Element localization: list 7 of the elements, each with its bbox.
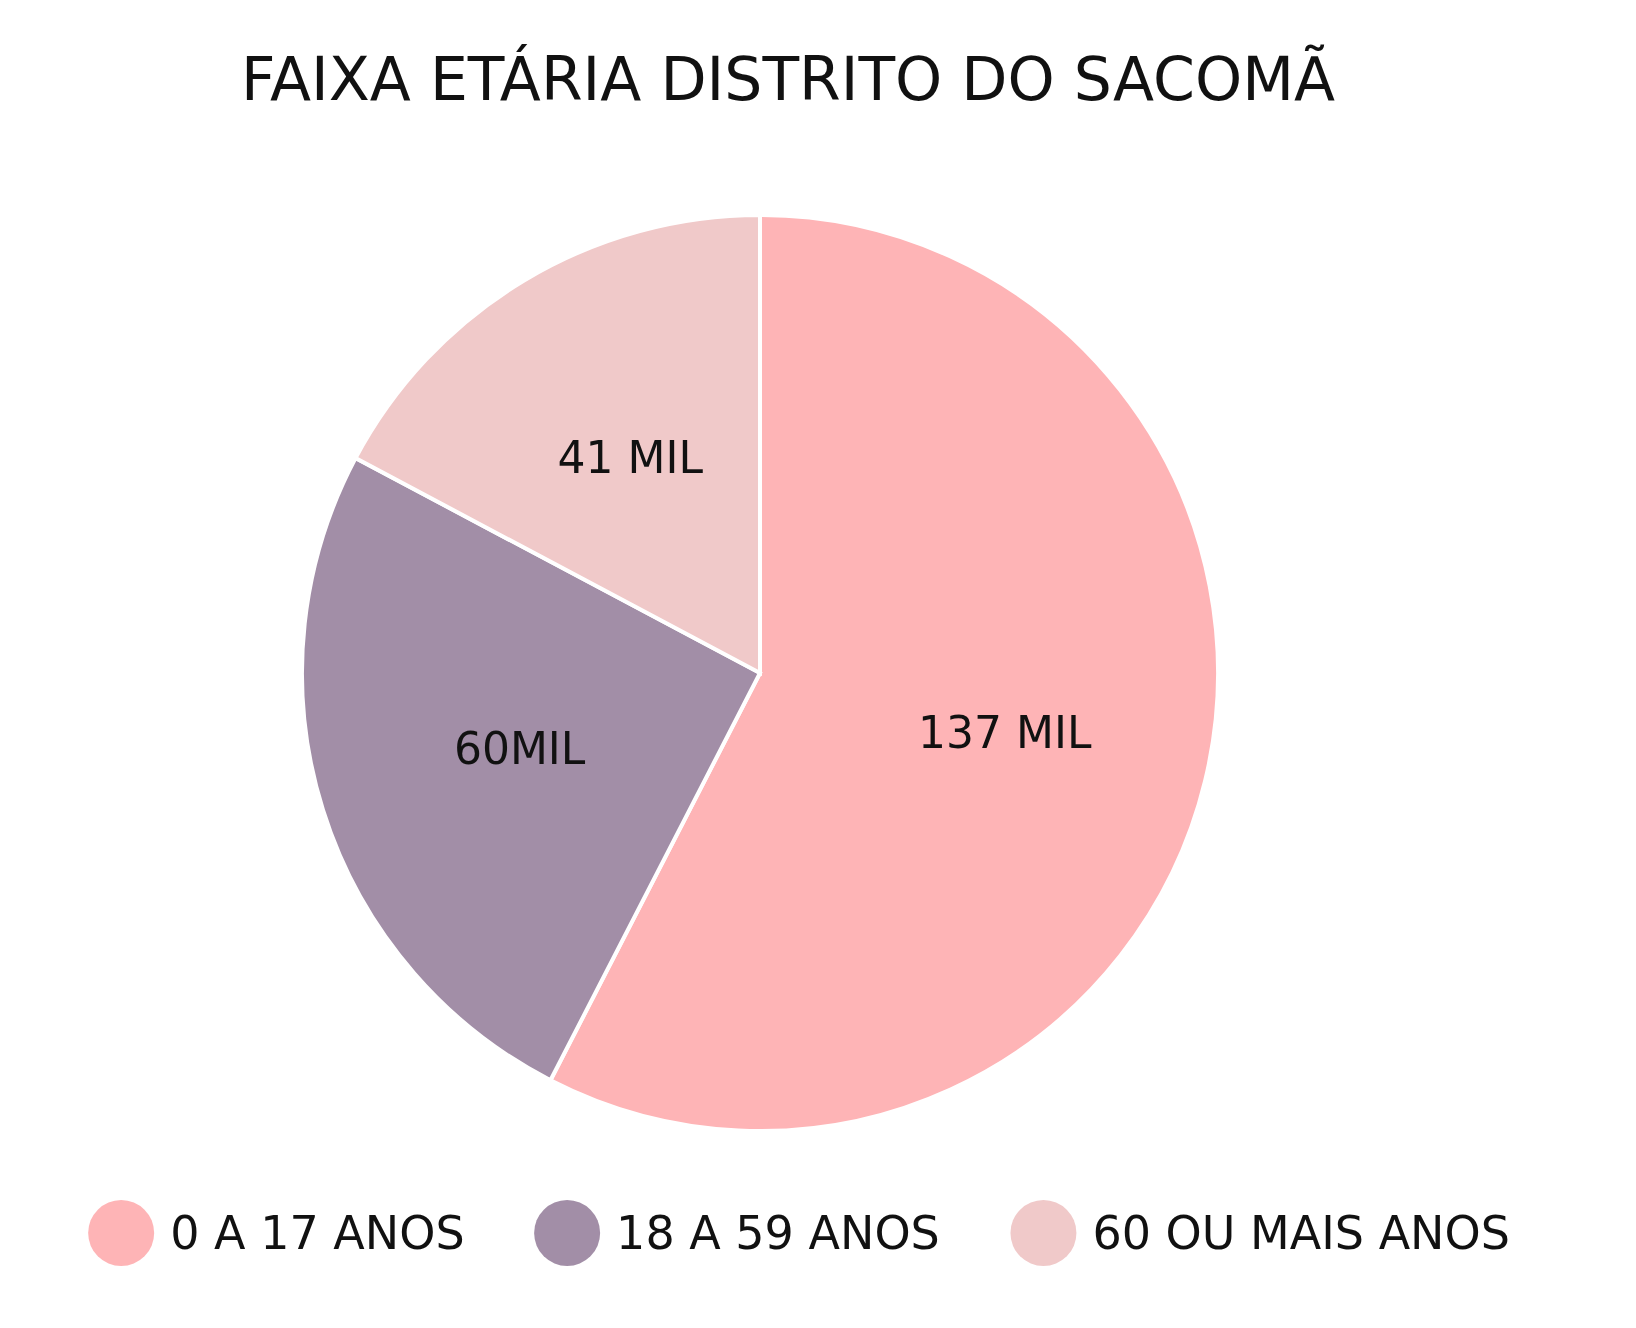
data-label: 41 MIL [557,431,704,483]
data-label: 137 MIL [918,706,1093,758]
data-label: 60MIL [453,722,586,774]
legend-label: 18 A 59 ANOS [616,1206,940,1261]
legend-label: 60 OU MAIS ANOS [1092,1206,1510,1261]
chart-title: FAIXA ETÁRIA DISTRITO DO SACOMÃ [240,44,1336,114]
legend-label: 0 A 17 ANOS [170,1206,465,1261]
